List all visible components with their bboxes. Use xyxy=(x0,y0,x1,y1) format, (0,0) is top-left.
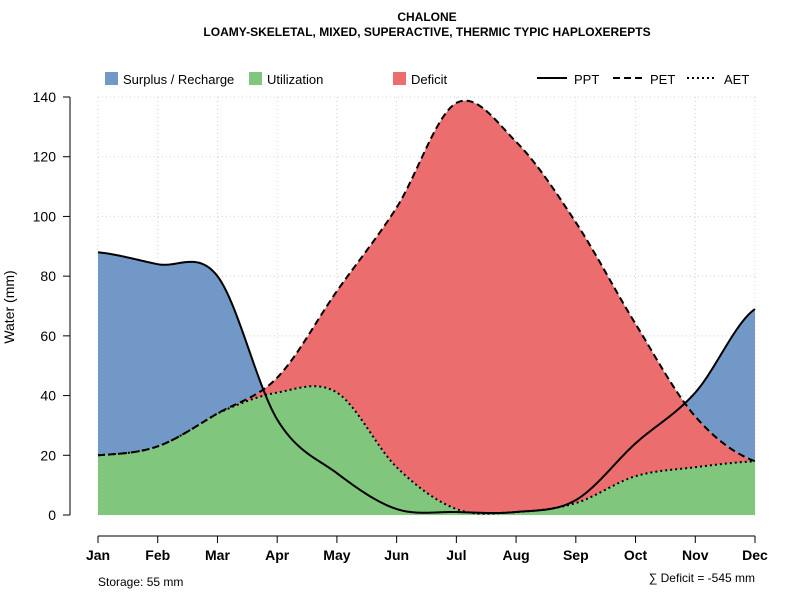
x-tick-label-apr: Apr xyxy=(265,547,290,563)
legend-label-deficit: Deficit xyxy=(411,72,448,87)
x-tick-label-jun: Jun xyxy=(384,547,409,563)
storage-note: Storage: 55 mm xyxy=(98,575,183,589)
y-axis-label: Water (mm) xyxy=(1,270,17,343)
y-tick-label: 80 xyxy=(40,268,56,284)
area-fills xyxy=(98,100,755,515)
x-tick-label-aug: Aug xyxy=(502,547,529,563)
deficit-sum-note: ∑ Deficit = -545 mm xyxy=(649,571,755,585)
x-tick-label-jan: Jan xyxy=(86,547,110,563)
x-tick-label-sep: Sep xyxy=(563,547,589,563)
ppt-line xyxy=(97,251,756,515)
legend-label-aet: AET xyxy=(724,72,749,87)
chart-title: CHALONE xyxy=(397,10,456,24)
y-tick-label: 40 xyxy=(40,388,56,404)
legend-swatch-deficit xyxy=(393,72,406,85)
y-tick-label: 60 xyxy=(40,328,56,344)
surplus-area xyxy=(98,100,755,462)
series-lines xyxy=(97,99,756,515)
y-tick-label: 20 xyxy=(40,447,56,463)
x-tick-label-oct: Oct xyxy=(624,547,648,563)
axes: 0 20 40 60 80 100 120 140 Jan Feb Mar Apr May Jun Jul A… xyxy=(33,89,768,563)
x-tick-label-dec: Dec xyxy=(742,547,768,563)
legend-label-pet: PET xyxy=(650,72,675,87)
legend-swatch-surplus xyxy=(105,72,118,85)
y-tick-label: 0 xyxy=(48,507,56,523)
legend: Surplus / Recharge Utilization Deficit P… xyxy=(105,72,749,87)
aet-line xyxy=(97,385,756,515)
legend-label-utilization: Utilization xyxy=(267,72,323,87)
x-tick-label-nov: Nov xyxy=(682,547,709,563)
x-tick-label-jul: Jul xyxy=(446,547,466,563)
x-tick-label-may: May xyxy=(323,547,350,563)
chart-subtitle: LOAMY-SKELETAL, MIXED, SUPERACTIVE, THER… xyxy=(203,25,650,39)
y-tick-label: 120 xyxy=(33,149,57,165)
pet-line xyxy=(97,99,756,463)
legend-label-surplus: Surplus / Recharge xyxy=(123,72,234,87)
utilization-area xyxy=(98,386,755,515)
legend-label-ppt: PPT xyxy=(574,72,599,87)
y-tick-label: 140 xyxy=(33,89,57,105)
deficit-area xyxy=(98,100,755,514)
x-tick-label-mar: Mar xyxy=(205,547,230,563)
y-tick-label: 100 xyxy=(33,208,57,224)
legend-swatch-utilization xyxy=(249,72,262,85)
x-tick-label-feb: Feb xyxy=(145,547,170,563)
